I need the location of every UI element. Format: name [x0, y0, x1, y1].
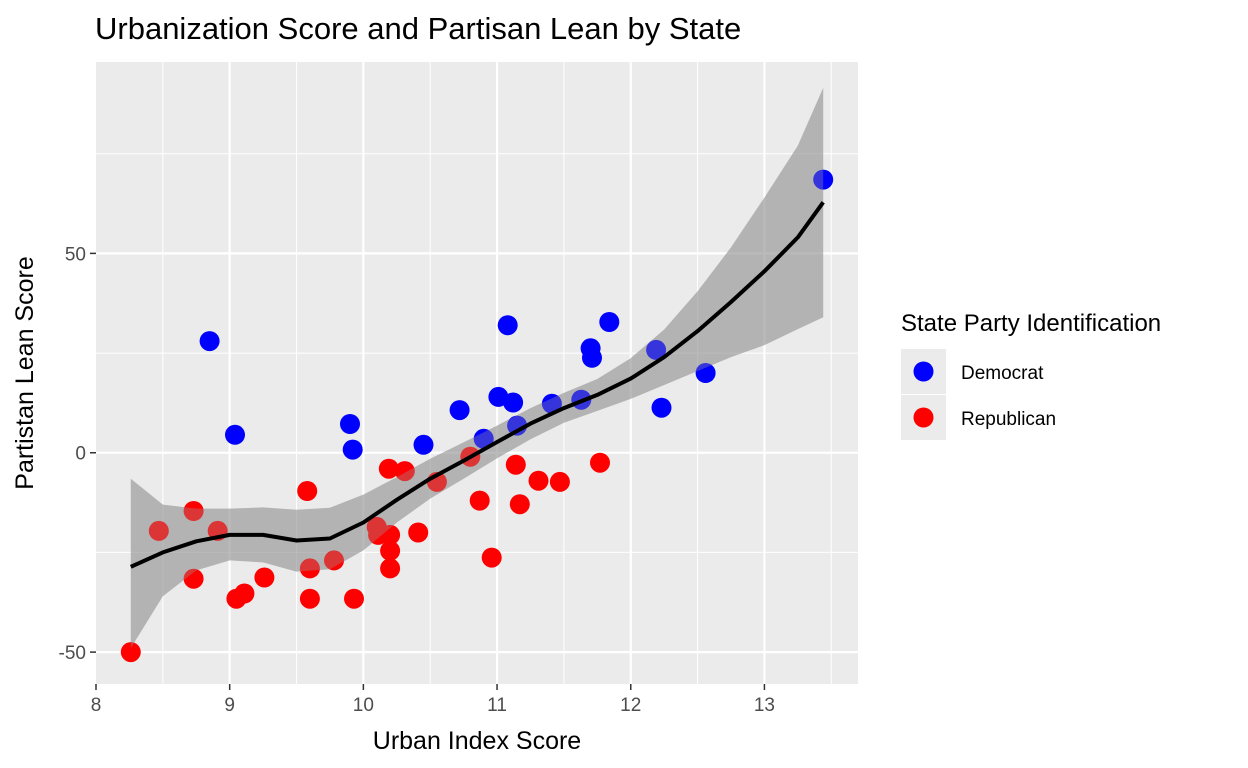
data-point-republican — [234, 583, 255, 604]
x-axis-title: Urban Index Score — [373, 727, 581, 755]
data-point-republican — [378, 458, 399, 479]
trend-line — [129, 201, 825, 569]
data-point-republican — [469, 490, 490, 511]
data-point-republican — [344, 588, 364, 609]
legend: State Party Identification Democrat Repu… — [901, 310, 1161, 440]
x-tick-label: 9 — [224, 695, 235, 716]
y-tick-label: 50 — [65, 244, 86, 265]
data-point-republican — [380, 524, 401, 545]
data-point-democrat — [507, 415, 528, 436]
data-point-republican — [408, 522, 429, 543]
chart-title: Urbanization Score and Partisan Lean by … — [95, 11, 741, 46]
data-point-republican — [183, 568, 204, 589]
legend-label-republican: Republican — [961, 409, 1056, 430]
data-points — [120, 87, 834, 663]
data-point-democrat — [582, 347, 602, 368]
data-point-democrat — [413, 434, 434, 455]
data-point-republican — [148, 520, 169, 541]
data-point-republican — [505, 454, 526, 475]
legend-marker-democrat — [913, 361, 934, 382]
data-point-republican — [324, 550, 344, 571]
data-point-republican — [590, 452, 610, 473]
x-tick-label: 13 — [754, 695, 775, 716]
x-tick-label: 12 — [620, 695, 641, 716]
data-point-republican — [254, 567, 275, 588]
data-point-democrat — [449, 400, 470, 421]
data-point-democrat — [497, 315, 518, 336]
data-point-democrat — [541, 393, 562, 414]
x-tick-label: 10 — [353, 695, 374, 716]
legend-label-democrat: Democrat — [961, 363, 1044, 384]
data-point-democrat — [199, 331, 220, 352]
plot-panel — [96, 62, 858, 684]
y-axis-title: Partistan Lean Score — [11, 256, 39, 489]
data-point-democrat — [342, 439, 363, 460]
x-axis: 8 9 10 11 12 13 — [91, 684, 775, 716]
confidence-band-overlay — [130, 87, 824, 649]
y-tick-label: -50 — [59, 643, 86, 664]
y-axis: -50 0 50 — [59, 244, 96, 664]
data-point-democrat — [651, 397, 672, 418]
data-point-democrat — [225, 424, 245, 445]
data-point-republican — [380, 558, 401, 579]
data-point-republican — [299, 558, 320, 579]
data-point-democrat — [813, 169, 834, 190]
data-point-republican — [528, 470, 549, 491]
data-point-republican — [299, 588, 320, 609]
data-point-democrat — [695, 363, 716, 383]
data-point-republican — [380, 540, 401, 561]
data-point-republican — [481, 547, 502, 568]
legend-title: State Party Identification — [901, 310, 1161, 337]
data-point-democrat — [473, 428, 494, 449]
data-point-democrat — [503, 392, 524, 413]
legend-marker-republican — [913, 407, 934, 428]
data-point-democrat — [646, 339, 667, 360]
smooth-fit — [130, 87, 824, 649]
data-point-republican — [549, 471, 570, 492]
confidence-band — [130, 87, 824, 649]
data-point-democrat — [340, 414, 360, 434]
data-point-republican — [394, 461, 415, 482]
x-tick-label: 11 — [487, 695, 507, 716]
x-tick-label: 8 — [91, 695, 102, 716]
y-tick-label: 0 — [75, 444, 86, 465]
data-point-democrat — [599, 312, 620, 332]
data-point-republican — [297, 481, 318, 501]
data-point-republican — [183, 501, 204, 521]
data-point-republican — [509, 494, 530, 515]
data-point-republican — [120, 642, 141, 663]
